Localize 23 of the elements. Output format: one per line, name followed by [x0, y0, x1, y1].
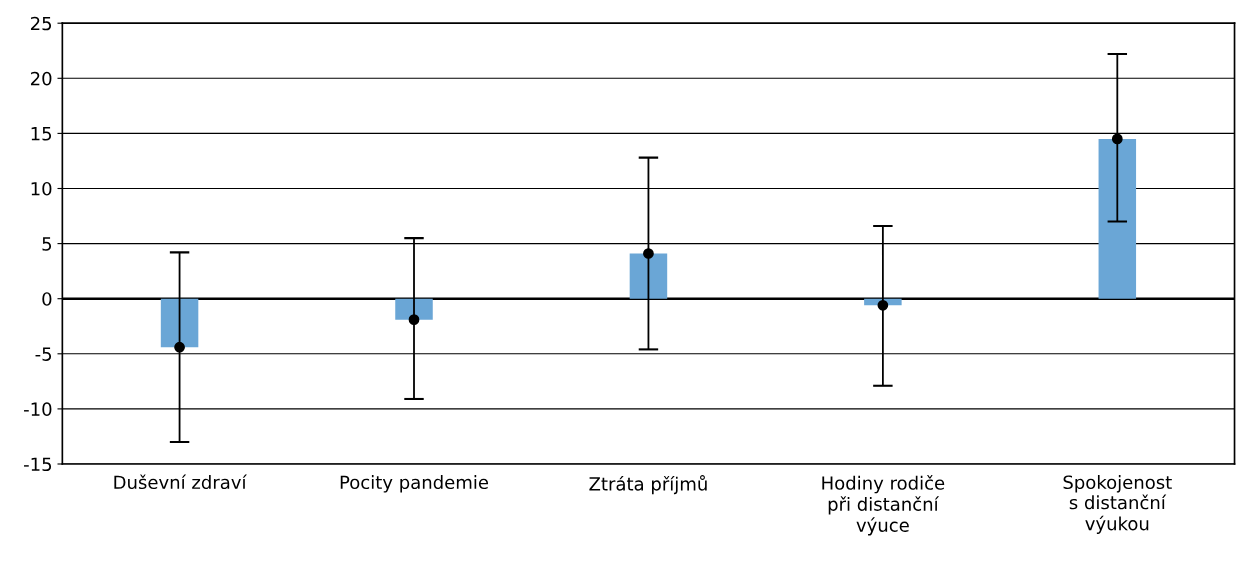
point — [877, 299, 889, 311]
y-tick-label: -5 — [35, 347, 52, 361]
y-tick-label: 5 — [42, 237, 52, 251]
point — [643, 248, 654, 259]
x-tick-label: Duševní zdraví — [114, 474, 247, 490]
x-tick-label: Hodiny rodiče při distanční výuce — [822, 475, 945, 536]
y-tick-label: 20 — [30, 71, 52, 86]
y-tick-label: 25 — [30, 16, 52, 31]
y-tick-label: 0 — [42, 292, 52, 306]
x-tick-label: Pocity pandemie — [340, 475, 489, 493]
bar — [395, 298, 433, 320]
y-tick-label: -10 — [24, 402, 52, 417]
bar — [1098, 138, 1137, 299]
y-tick-label: 10 — [31, 181, 52, 196]
y-tick-label: -15 — [24, 457, 52, 472]
y-tick-label: 15 — [31, 127, 52, 141]
bar — [160, 298, 199, 348]
x-tick-label: Ztráta příjmů — [589, 475, 707, 495]
x-tick-label: Spokojenost s distanční výukou — [1063, 475, 1172, 534]
point — [1111, 133, 1123, 145]
bar — [629, 253, 668, 299]
point — [174, 341, 185, 353]
point — [408, 314, 420, 325]
